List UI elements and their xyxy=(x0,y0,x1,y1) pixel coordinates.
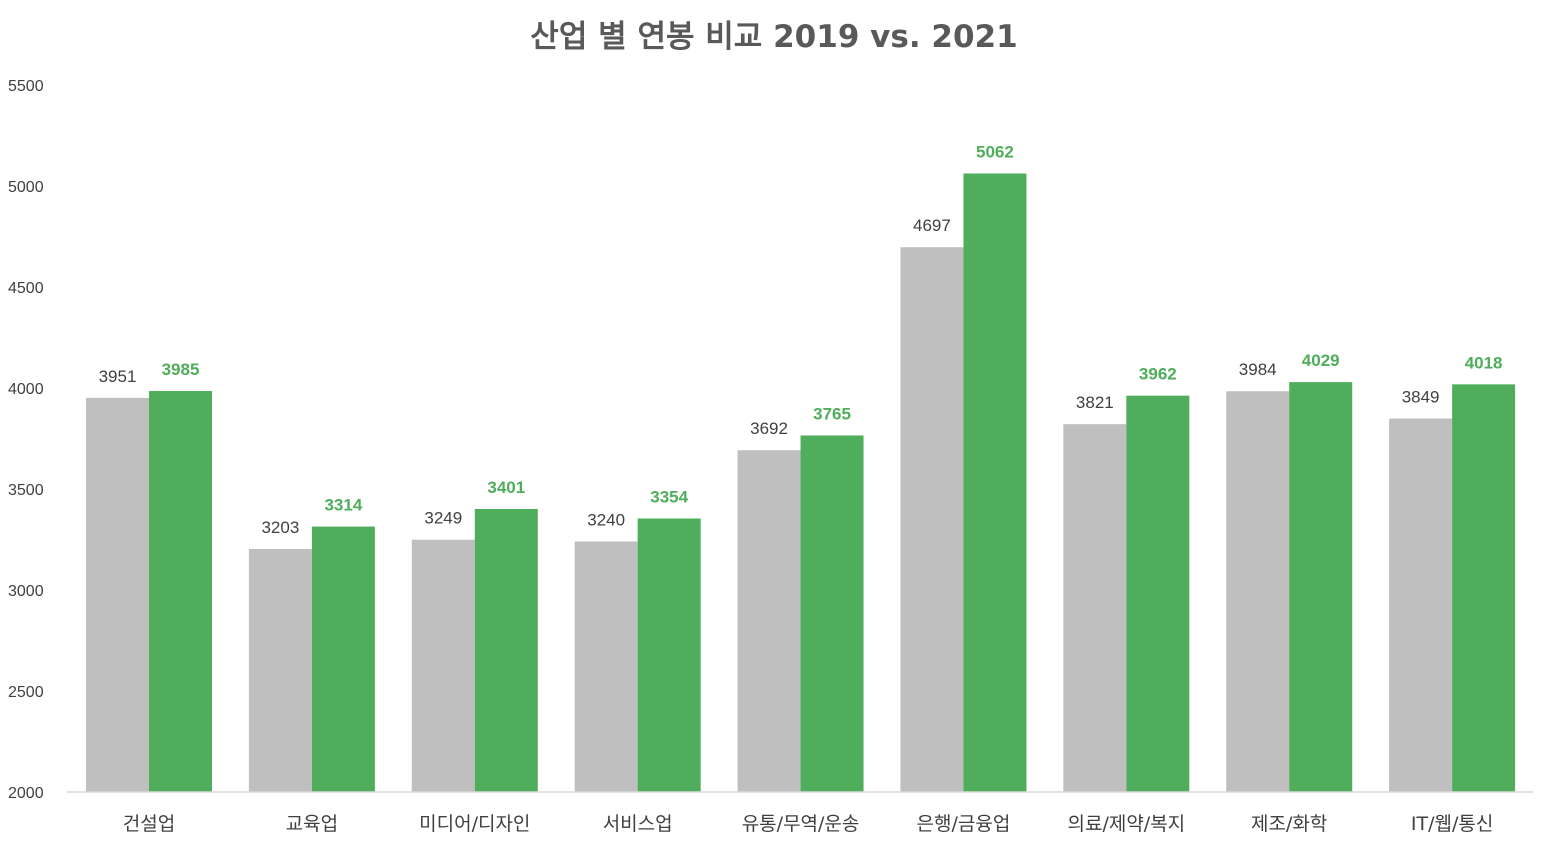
data-label-series1-5: 3692 xyxy=(750,419,788,438)
data-label-series2-5: 3765 xyxy=(813,404,851,423)
bar-series2-5 xyxy=(800,435,864,792)
y-tick-label: 5500 xyxy=(8,78,44,95)
bar-series1-7 xyxy=(1063,424,1127,792)
bar-series2-2 xyxy=(311,526,375,792)
bar-series2-4 xyxy=(637,518,701,792)
data-label-series2-1: 3985 xyxy=(162,360,200,379)
data-label-series1-8: 3984 xyxy=(1239,360,1277,379)
bar-series1-1 xyxy=(86,397,149,792)
x-tick-label: 의료/제약/복지 xyxy=(1067,813,1185,835)
data-label-series1-4: 3240 xyxy=(587,511,625,530)
bar-series1-4 xyxy=(574,541,638,792)
data-label-series1-6: 4697 xyxy=(913,216,951,235)
y-tick-label: 2500 xyxy=(8,684,44,701)
bar-series2-7 xyxy=(1126,395,1190,792)
bar-series1-9 xyxy=(1389,418,1453,792)
x-axis: 건설업 교육업 미디어/디자인 서비스업 유통/무역/운송 은행/금융업 의료/제약/복지 제… xyxy=(123,813,1494,835)
y-axis: 2000 2500 3000 3500 4000 4500 5000 5500 xyxy=(8,78,44,802)
x-tick-label: 제조/화학 xyxy=(1251,813,1327,835)
bar-series2-1 xyxy=(149,391,212,792)
data-label-series2-2: 3314 xyxy=(324,496,362,515)
y-tick-label: 4500 xyxy=(8,280,44,297)
bar-series2-3 xyxy=(474,508,538,792)
data-label-series1-1: 3951 xyxy=(99,367,137,386)
bar-series1-6 xyxy=(900,247,964,792)
bars-group xyxy=(86,173,1516,792)
chart-title: 산업 별 연봉 비교 2019 vs. 2021 xyxy=(530,19,1017,55)
data-label-series1-9: 3849 xyxy=(1402,388,1440,407)
y-tick-label: 3500 xyxy=(8,482,44,499)
y-tick-label: 4000 xyxy=(8,381,44,398)
bar-series1-5 xyxy=(737,450,801,792)
x-tick-label: 교육업 xyxy=(286,813,338,835)
x-tick-label: 은행/금융업 xyxy=(917,813,1011,835)
data-label-series2-7: 3962 xyxy=(1139,365,1177,384)
bar-series2-9 xyxy=(1452,384,1516,792)
data-label-series2-4: 3354 xyxy=(650,487,688,506)
x-tick-label: 유통/무역/운송 xyxy=(742,813,860,835)
y-tick-label: 5000 xyxy=(8,179,44,196)
bar-series2-6 xyxy=(963,173,1027,792)
bar-series1-8 xyxy=(1226,391,1290,792)
data-label-series1-3: 3249 xyxy=(424,509,462,528)
x-tick-label: IT/웹/통신 xyxy=(1411,813,1493,835)
bar-series1-3 xyxy=(411,539,475,792)
data-label-series2-9: 4018 xyxy=(1465,353,1503,372)
y-tick-label: 3000 xyxy=(8,583,44,600)
data-labels-group: 3951 3985 3203 3314 3249 3401 3240 3354 3692 3765… xyxy=(99,142,1503,537)
data-label-series2-8: 4029 xyxy=(1302,351,1340,370)
data-label-series1-2: 3203 xyxy=(261,518,299,537)
x-tick-label: 건설업 xyxy=(123,813,175,835)
bar-series1-2 xyxy=(248,548,312,792)
y-tick-label: 2000 xyxy=(8,785,44,802)
data-label-series2-6: 5062 xyxy=(976,142,1014,161)
x-tick-label: 서비스업 xyxy=(603,813,673,835)
data-label-series2-3: 3401 xyxy=(487,478,525,497)
bar-series2-8 xyxy=(1289,382,1353,792)
data-label-series1-7: 3821 xyxy=(1076,393,1114,412)
x-tick-label: 미디어/디자인 xyxy=(419,813,530,835)
